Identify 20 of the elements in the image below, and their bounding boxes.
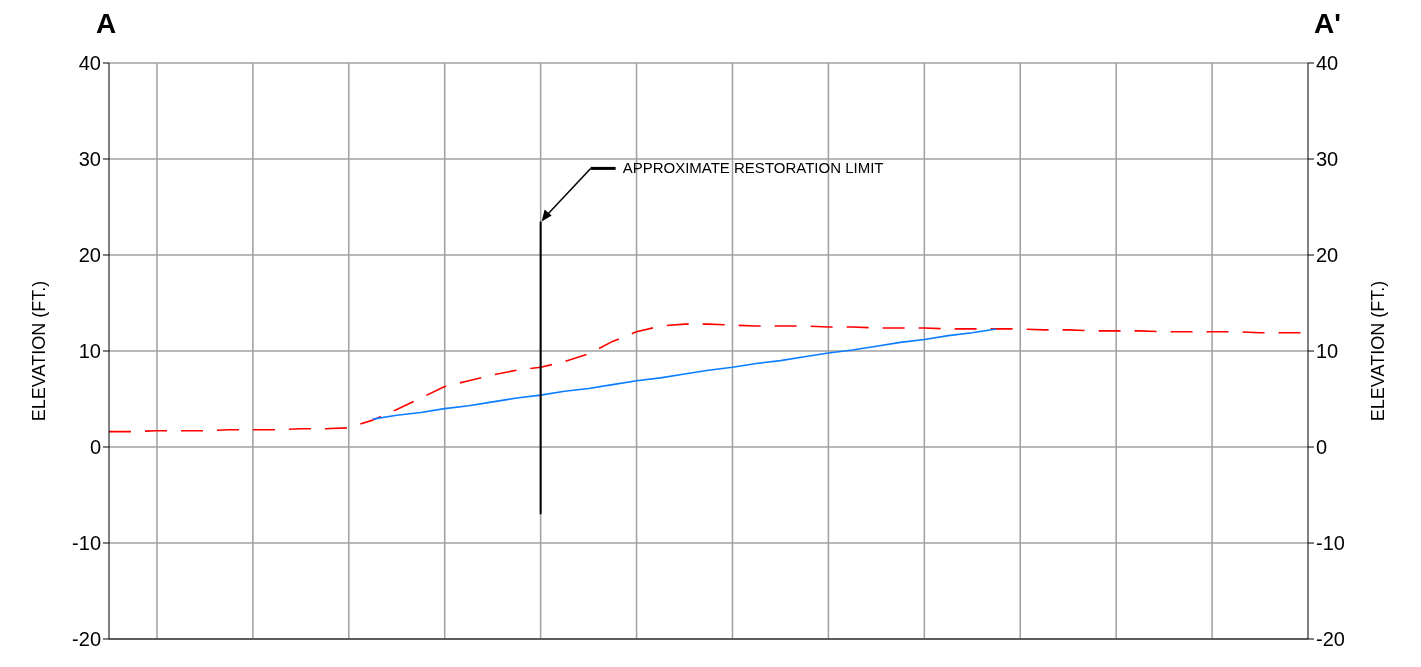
y-tick-label: 40 [78,52,101,75]
y2-tick-label: -20 [1316,628,1345,651]
y-tick-label: 20 [78,244,101,267]
y2-axis-title: ELEVATION (FT.) [1368,280,1389,422]
y-tick-label: -10 [72,532,101,555]
y2-tick-label: 0 [1316,436,1328,459]
y2-tick-label: 40 [1316,52,1339,75]
y-tick-label: 0 [89,436,101,459]
text: A [96,8,117,40]
y2-tick-label: -10 [1316,532,1345,555]
y2-tick-label: 30 [1316,148,1339,171]
y-tick-label: -20 [72,628,101,651]
y-tick-label: 10 [78,340,101,363]
y2-tick-label: 10 [1316,340,1339,363]
text: A' [1314,8,1341,40]
y-tick-label: 30 [78,148,101,171]
y-axis-title: ELEVATION (FT.) [29,280,50,422]
annotation: APPROXIMATE RESTORATION LIMIT [622,159,884,177]
y2-tick-label: 20 [1316,244,1339,267]
line-series [371,328,998,420]
